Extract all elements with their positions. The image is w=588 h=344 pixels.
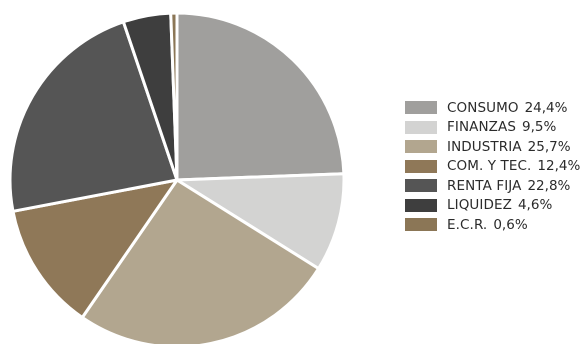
legend-value: 22,8% xyxy=(527,177,571,194)
pie-slice-finanzas xyxy=(175,172,346,271)
legend-item-com-y-tec: COM. Y TEC. 12,4% xyxy=(405,157,585,177)
legend-value: 0,6% xyxy=(493,216,528,233)
legend-value: 25,7% xyxy=(527,138,571,155)
legend-value: 9,5% xyxy=(522,119,557,136)
legend-item-consumo: CONSUMO 24,4% xyxy=(405,98,585,118)
legend-swatch xyxy=(405,101,437,115)
pie-slice-e-c-r xyxy=(169,11,179,182)
legend-value: 4,6% xyxy=(517,197,553,214)
pie-slice-renta-fija xyxy=(8,20,179,213)
legend-value: 24,4% xyxy=(524,99,568,116)
legend-label: FINANZAS xyxy=(447,119,517,136)
legend-item-e-c-r: E.C.R. 0,6% xyxy=(405,215,585,235)
legend-swatch xyxy=(405,140,437,154)
legend-label: E.C.R. xyxy=(447,216,488,233)
legend-label: COM. Y TEC. xyxy=(447,158,532,175)
legend-label: INDUSTRIA xyxy=(447,138,522,155)
legend-swatch xyxy=(405,159,437,173)
legend-value: 12,4% xyxy=(537,158,581,175)
pie-plot xyxy=(8,11,346,344)
legend-label: CONSUMO xyxy=(447,99,519,116)
pie-slice-com-y-tec xyxy=(11,178,179,320)
legend-swatch xyxy=(405,198,437,212)
legend-label: LIQUIDEZ xyxy=(447,197,512,214)
legend-item-industria: INDUSTRIA 25,7% xyxy=(405,137,585,157)
legend-item-liquidez: LIQUIDEZ 4,6% xyxy=(405,196,585,216)
legend-swatch xyxy=(405,218,437,232)
legend-swatch xyxy=(405,120,437,134)
legend-swatch xyxy=(405,179,437,193)
legend-item-renta-fija: RENTA FIJA 22,8% xyxy=(405,176,585,196)
legend: CONSUMO 24,4% FINANZAS 9,5% INDUSTRIA 25,7% CO… xyxy=(405,98,585,235)
legend-label: RENTA FIJA xyxy=(447,177,522,194)
legend-item-finanzas: FINANZAS 9,5% xyxy=(405,118,585,138)
pie-slice-consumo xyxy=(175,11,346,182)
